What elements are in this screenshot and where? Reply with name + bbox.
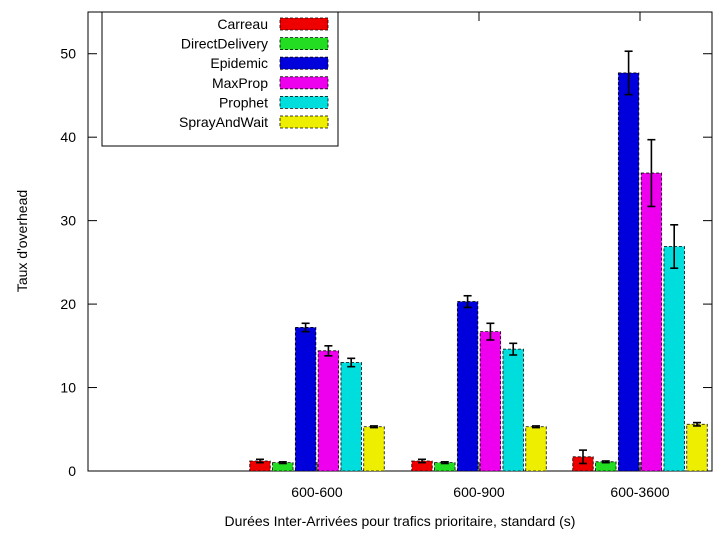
legend: Carreau DirectDelivery Epidemic MaxProp Prop… — [101, 11, 339, 147]
legend-label-epidemic: Epidemic — [210, 55, 268, 71]
y-tick-label: 30 — [60, 213, 76, 229]
x-tick-label: 600-600 — [291, 484, 343, 500]
bar-maxprop-600-3600 — [640, 172, 663, 472]
bar-prophet-600-3600 — [663, 246, 685, 472]
legend-swatch-sprayandwait — [279, 115, 329, 129]
bar-epidemic-600-900 — [456, 301, 479, 472]
legend-swatch-maxprop — [279, 76, 329, 90]
y-axis-label: Taux d'overhead — [14, 190, 30, 292]
bar-prophet-600-600 — [340, 362, 362, 472]
y-axis: 0 10 20 30 40 50 — [60, 46, 712, 479]
y-tick-label: 20 — [60, 296, 76, 312]
legend-label-carreau: Carreau — [217, 16, 268, 32]
y-tick-label: 0 — [68, 463, 76, 479]
legend-swatch-carreau — [279, 17, 329, 31]
x-tick-label: 600-900 — [453, 484, 505, 500]
y-tick-label: 10 — [60, 380, 76, 396]
bar-sprayandwait-600-900 — [525, 426, 547, 472]
plot-frame — [87, 11, 713, 472]
x-axis: 600-600 600-900 600-3600 — [291, 12, 670, 500]
legend-swatch-prophet — [279, 96, 329, 109]
bar-prophet-600-900 — [502, 348, 524, 472]
bar-epidemic-600-3600 — [617, 72, 640, 472]
legend-label-maxprop: MaxProp — [212, 75, 268, 91]
x-axis-label: Durées Inter-Arrivées pour trafics prior… — [225, 513, 576, 529]
bar-sprayandwait-600-600 — [363, 426, 385, 472]
x-tick-label: 600-3600 — [610, 484, 669, 500]
y-tick-label: 50 — [60, 46, 76, 62]
legend-label-directdelivery: DirectDelivery — [181, 36, 268, 52]
legend-label-prophet: Prophet — [219, 94, 268, 110]
bar-sprayandwait-600-3600 — [686, 423, 708, 472]
bar-maxprop-600-900 — [479, 331, 502, 472]
legend-label-sprayandwait: SprayAndWait — [179, 114, 268, 130]
legend-swatch-epidemic — [279, 56, 329, 70]
legend-swatch-directdelivery — [279, 37, 329, 50]
bar-maxprop-600-600 — [317, 350, 340, 472]
error-bars — [256, 50, 701, 465]
y-tick-label: 40 — [60, 129, 76, 145]
bar-epidemic-600-600 — [294, 327, 317, 472]
